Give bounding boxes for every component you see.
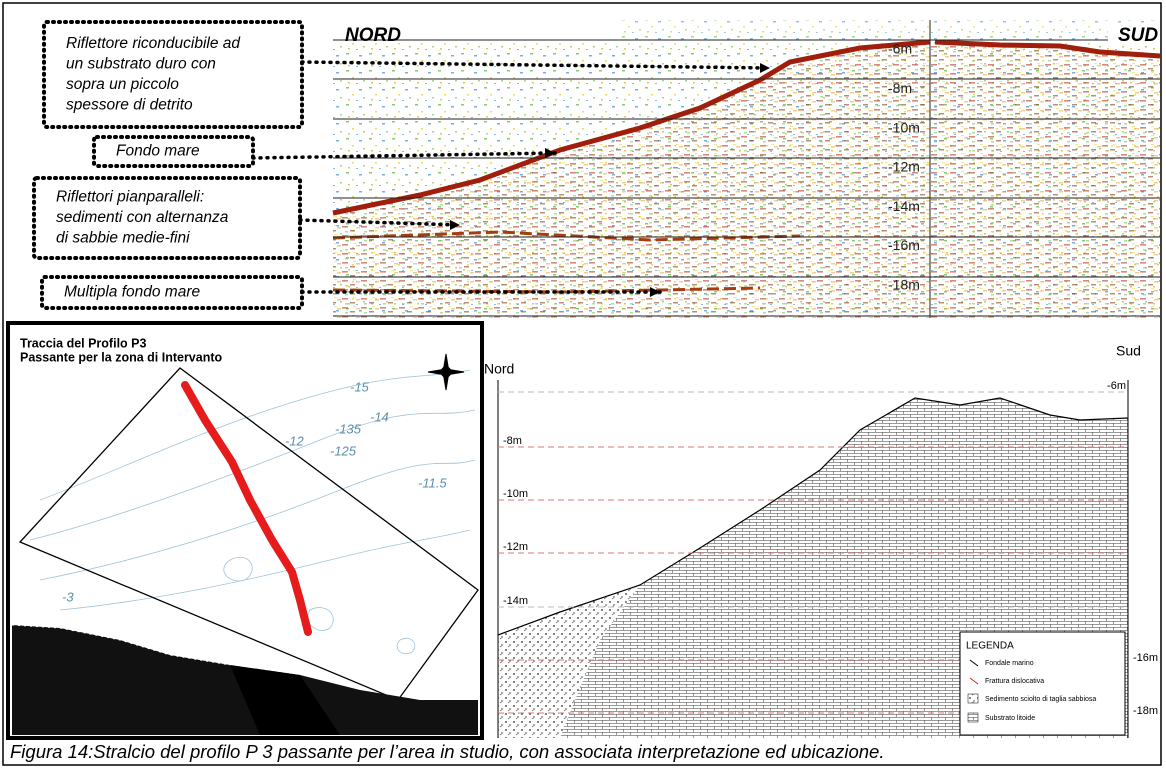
depth-label: -12m — [503, 541, 528, 553]
depth-label: -18m — [888, 277, 920, 293]
depth-label: -6m — [1107, 380, 1126, 392]
depth-label: -16m — [1133, 652, 1158, 664]
contour-label: -11.5 — [418, 475, 447, 490]
depth-label: -14m — [888, 198, 920, 214]
callout-text: di sabbie medie-fini — [56, 230, 190, 247]
legend-title: LEGENDA — [966, 641, 1014, 652]
callout-text: Multipla fondo mare — [64, 284, 201, 301]
callout-text: spessore di detrito — [66, 96, 193, 113]
callout-text: Fondo mare — [116, 143, 200, 160]
depth-label: -8m — [503, 435, 522, 447]
section-north: Nord — [484, 361, 514, 377]
legend-item: Substrato litoide — [985, 715, 1035, 722]
contour-label: -125 — [330, 443, 357, 458]
section-south: Sud — [1116, 343, 1141, 359]
south-label: SUD — [1118, 25, 1158, 46]
map-title: Passante per la zona di Intervanto — [20, 350, 223, 364]
callout-text: Riflettore riconducibile ad — [66, 35, 241, 52]
figure: -6m -8m -10m -12m -14m -16m -18m NORD SUD Rifl… — [0, 0, 1166, 769]
callout-text: Riflettori pianparalleli: — [56, 189, 204, 206]
depth-label: -6m — [888, 41, 912, 57]
legend-item: Sedimento sciolto di taglia sabbiosa — [985, 696, 1096, 703]
contour-label: -3 — [62, 589, 74, 604]
legend-item: Fondale marino — [985, 660, 1034, 667]
contour-label: -12 — [285, 433, 305, 448]
callout-text: sopra un piccolo — [66, 76, 179, 93]
depth-label: -8m — [888, 80, 912, 96]
callout-text: un substrato duro con — [66, 55, 216, 72]
depth-label: -16m — [888, 237, 920, 253]
page: -6m -8m -10m -12m -14m -16m -18m NORD SUD Rifl… — [0, 0, 1166, 769]
depth-label: -10m — [888, 119, 920, 135]
depth-label: -14m — [503, 595, 528, 607]
depth-label: -12m — [888, 159, 920, 175]
location-map — [8, 323, 482, 738]
legend-item: Frattura dislocativa — [985, 678, 1044, 685]
depth-label: -18m — [1133, 705, 1158, 717]
map-title: Traccia del Profilo P3 — [20, 336, 146, 350]
contour-label: -14 — [370, 409, 389, 424]
depth-label: -10m — [503, 488, 528, 500]
contour-label: -15 — [350, 379, 370, 394]
caption: Figura 14:Stralcio del profilo P 3 passa… — [10, 741, 884, 762]
callout-text: sedimenti con alternanza — [56, 209, 229, 226]
north-label: NORD — [345, 25, 401, 46]
contour-label: -135 — [335, 421, 362, 436]
